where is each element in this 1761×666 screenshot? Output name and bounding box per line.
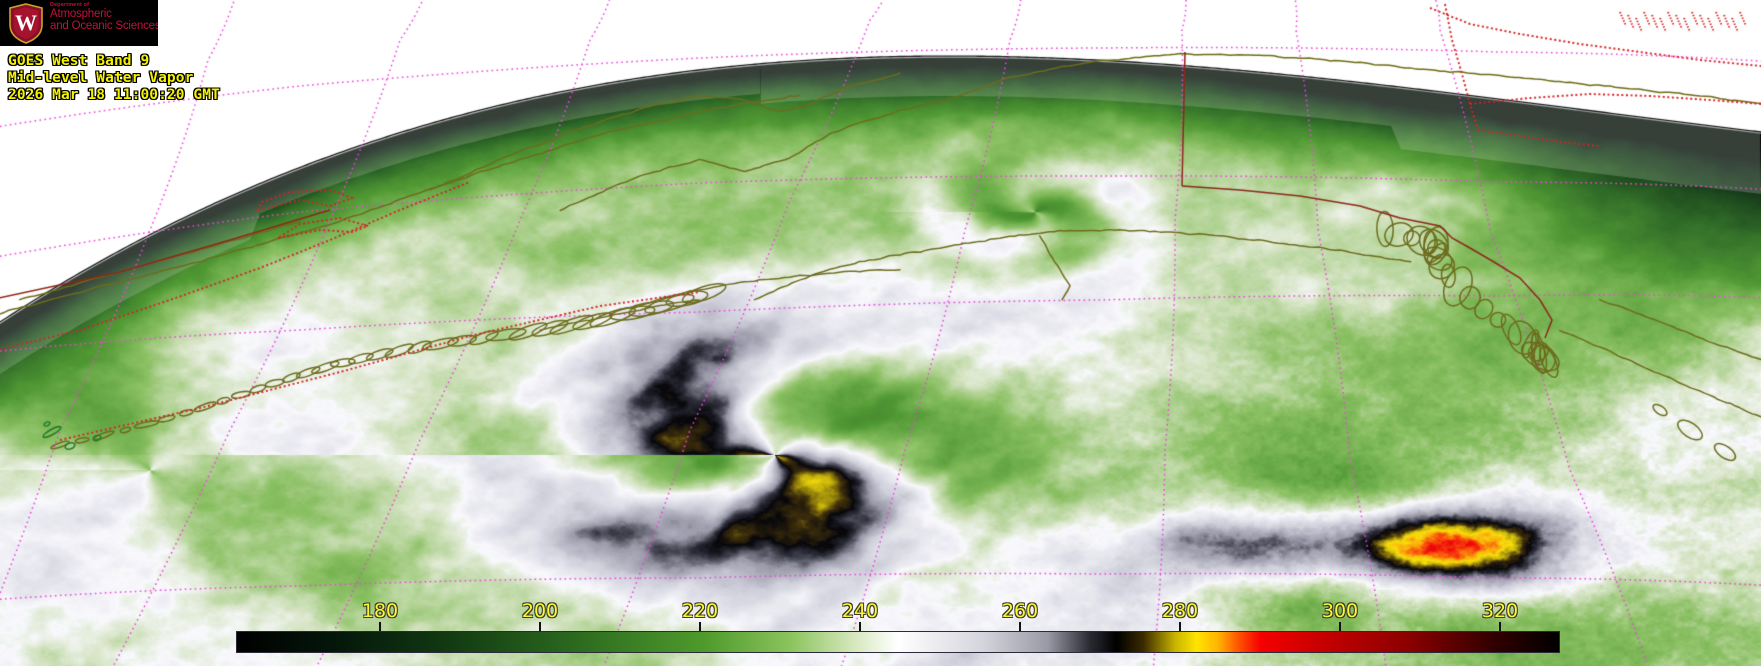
uw-aos-logo: W Department of Atmospheric and Oceanic …: [0, 0, 158, 46]
colorbar-tick-280: [1179, 622, 1181, 631]
logo-department-line: Department of: [50, 2, 90, 8]
svg-text:W: W: [15, 10, 37, 35]
colorbar-ticks: [236, 622, 1560, 631]
colorbar-tick-200: [539, 622, 541, 631]
colorbar: 180 200 220 240 260 280 300 320: [236, 600, 1560, 653]
colorbar-label-260: 260: [1001, 600, 1039, 622]
colorbar-label-240: 240: [841, 600, 879, 622]
colorbar-tick-260: [1019, 622, 1021, 631]
title-line-product: GOES West Band 9: [8, 53, 150, 69]
colorbar-tick-300: [1339, 622, 1341, 631]
colorbar-gradient: [236, 631, 1560, 653]
colorbar-label-320: 320: [1481, 600, 1519, 622]
colorbar-tick-labels: 180 200 220 240 260 280 300 320: [236, 600, 1560, 622]
logo-line-oceanic: and Oceanic Sciences: [50, 19, 158, 32]
colorbar-label-180: 180: [361, 600, 399, 622]
colorbar-label-220: 220: [681, 600, 719, 622]
colorbar-label-300: 300: [1321, 600, 1359, 622]
colorbar-tick-240: [859, 622, 861, 631]
colorbar-label-280: 280: [1161, 600, 1199, 622]
image-title-overlay: GOES West Band 9 Mid-level Water Vapor 2…: [8, 53, 220, 104]
title-line-timestamp: 2026 Mar 18 11:00:20 GMT: [8, 87, 220, 103]
logo-line-atmospheric: Atmospheric: [50, 8, 112, 21]
colorbar-tick-180: [379, 622, 381, 631]
uw-crest-icon: W: [9, 3, 43, 44]
colorbar-tick-320: [1499, 622, 1501, 631]
title-line-channel: Mid-level Water Vapor: [8, 70, 194, 86]
colorbar-tick-220: [699, 622, 701, 631]
colorbar-label-200: 200: [521, 600, 559, 622]
